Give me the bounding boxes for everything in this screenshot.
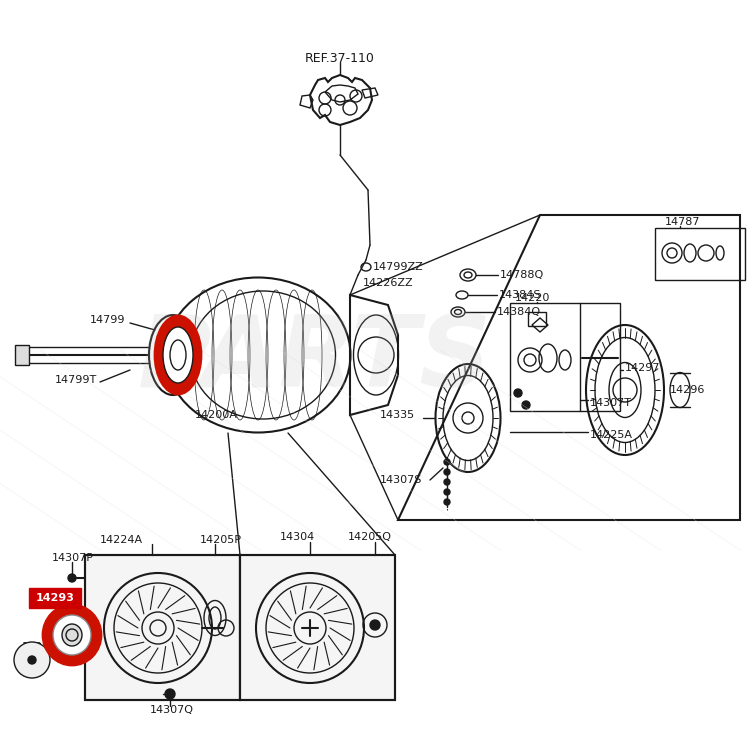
Ellipse shape	[163, 327, 193, 383]
Circle shape	[514, 389, 522, 397]
Bar	[510, 303, 620, 411]
Circle shape	[444, 489, 450, 495]
Text: 14226ZZ: 14226ZZ	[363, 278, 414, 288]
Text: 14307S: 14307S	[380, 475, 422, 485]
Bar	[655, 228, 745, 280]
Text: 14307T: 14307T	[590, 398, 632, 408]
Circle shape	[165, 689, 175, 699]
Circle shape	[444, 469, 450, 475]
Polygon shape	[85, 555, 240, 700]
FancyBboxPatch shape	[29, 588, 81, 608]
Text: PARTS: PARTS	[138, 311, 492, 409]
Polygon shape	[240, 555, 395, 700]
Text: 14384S: 14384S	[499, 290, 542, 300]
Text: 14304: 14304	[280, 532, 315, 542]
Text: 14224A: 14224A	[100, 535, 143, 545]
Ellipse shape	[53, 615, 91, 655]
Bar	[15, 345, 29, 365]
Text: 14293: 14293	[35, 593, 74, 603]
Ellipse shape	[43, 605, 101, 665]
Circle shape	[28, 656, 36, 664]
Text: 14296: 14296	[670, 385, 705, 395]
Text: 14788Q: 14788Q	[500, 270, 544, 280]
Text: 14205Q: 14205Q	[348, 532, 392, 542]
Text: 14297: 14297	[625, 363, 661, 373]
Text: 14307Q: 14307Q	[150, 705, 194, 715]
Circle shape	[444, 459, 450, 465]
Circle shape	[370, 620, 380, 630]
Text: 14799: 14799	[90, 315, 125, 325]
Text: 14220: 14220	[515, 293, 550, 303]
Circle shape	[14, 642, 50, 678]
Text: 14205P: 14205P	[200, 535, 242, 545]
Circle shape	[522, 401, 530, 409]
Circle shape	[444, 479, 450, 485]
Text: 14225A: 14225A	[590, 430, 633, 440]
Text: 14787: 14787	[665, 217, 700, 227]
Text: 14200A: 14200A	[195, 410, 238, 420]
Text: 14384Q: 14384Q	[497, 307, 542, 317]
Circle shape	[444, 499, 450, 505]
Ellipse shape	[62, 624, 82, 646]
Text: 14799ZZ: 14799ZZ	[373, 262, 424, 272]
Bar	[528, 312, 546, 326]
Circle shape	[68, 574, 76, 582]
Ellipse shape	[155, 316, 201, 394]
Text: 14221: 14221	[22, 642, 57, 652]
Text: REF.37-110: REF.37-110	[305, 52, 375, 64]
Text: 14799T: 14799T	[55, 375, 98, 385]
Text: 14335: 14335	[380, 410, 416, 420]
Text: 14307P: 14307P	[52, 553, 94, 563]
